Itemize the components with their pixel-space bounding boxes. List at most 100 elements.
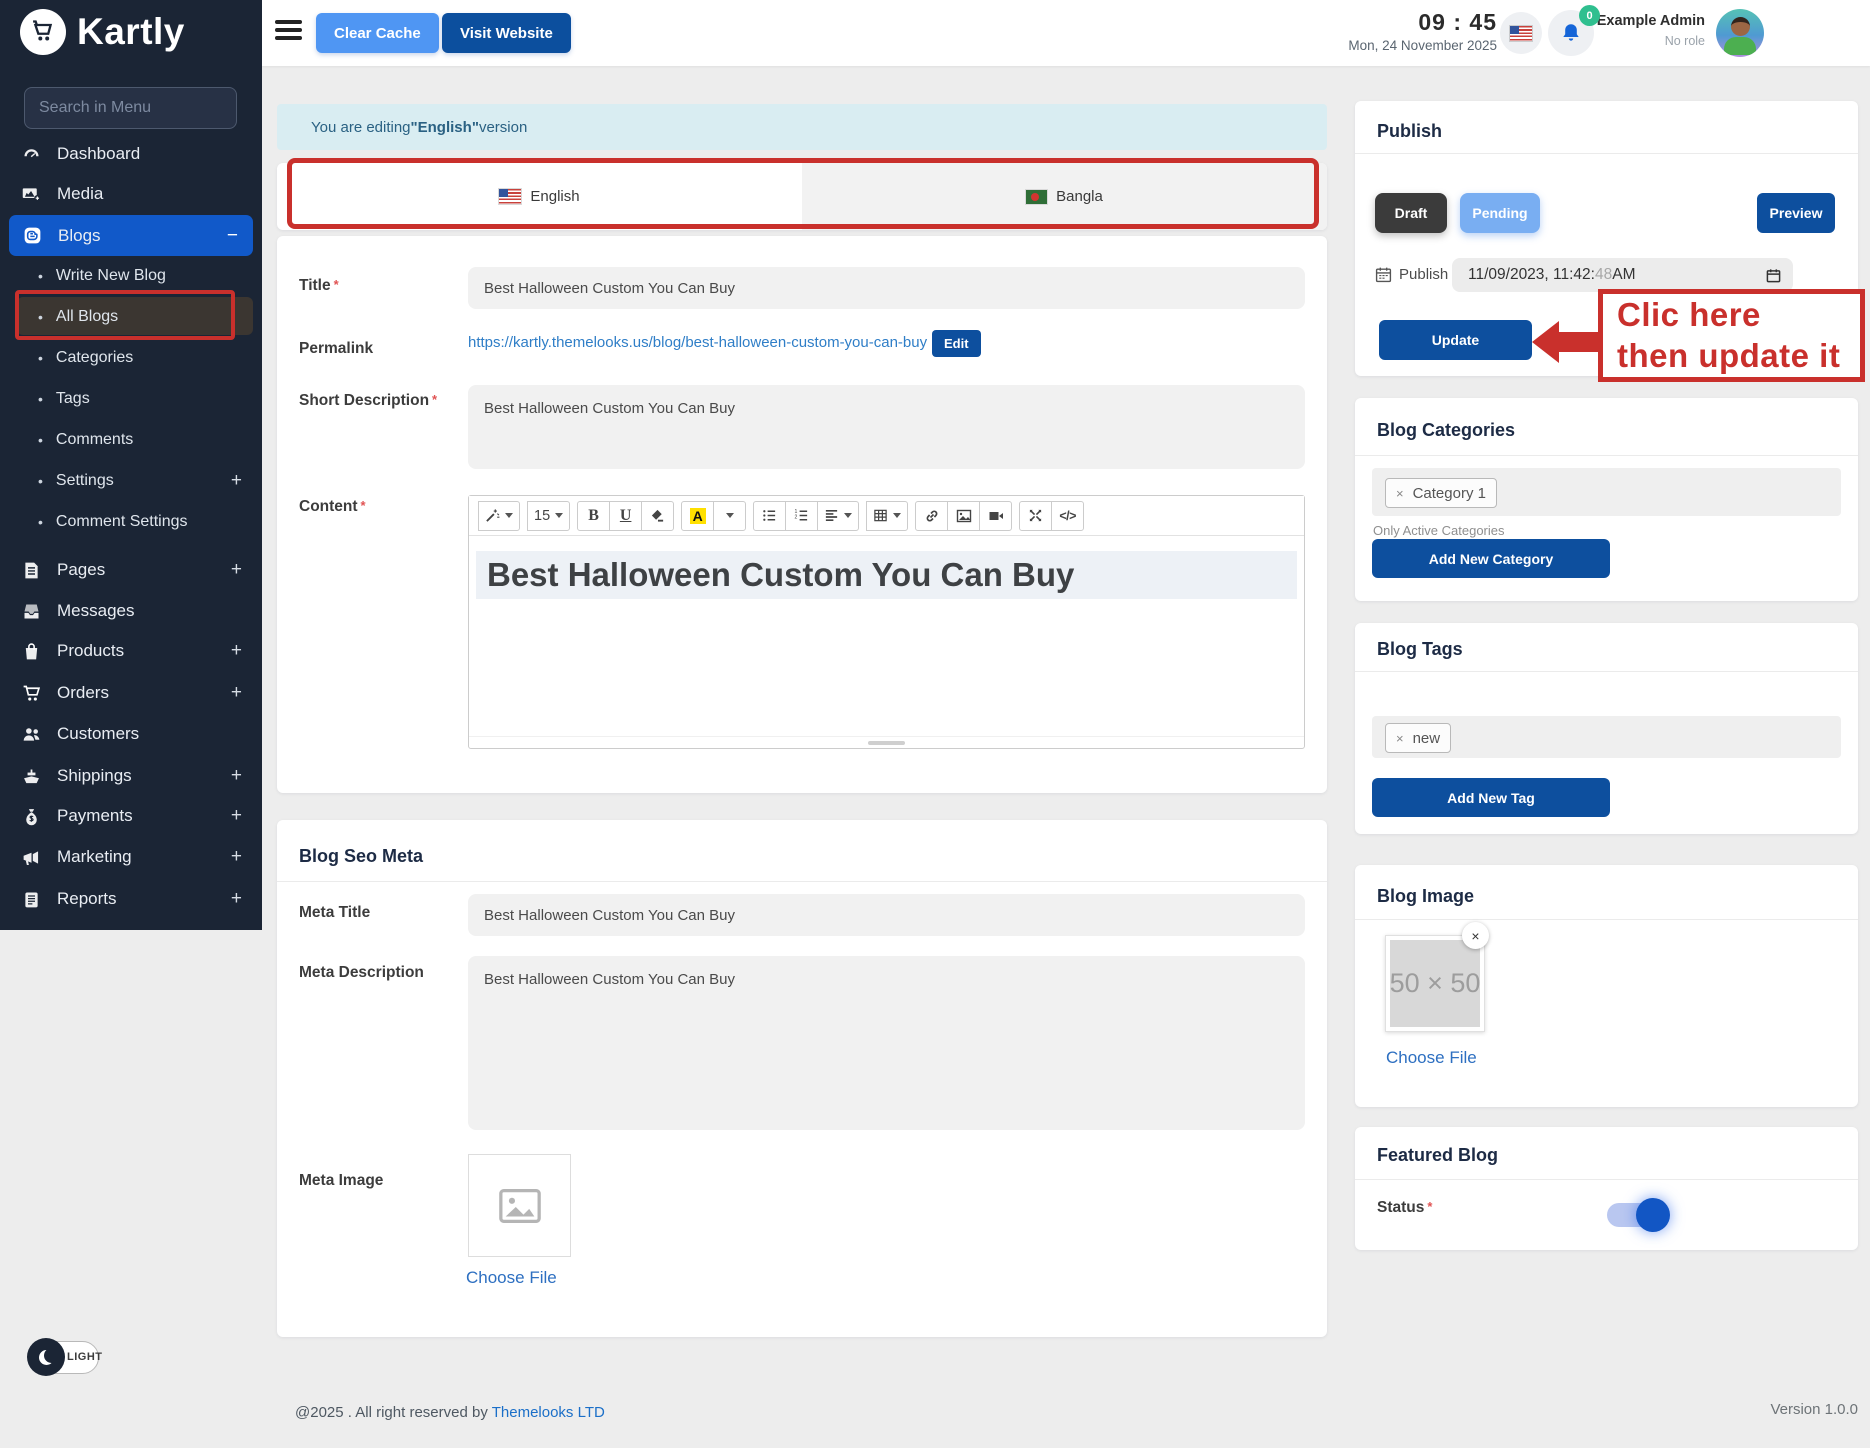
expand-plus-icon[interactable]: + bbox=[230, 805, 242, 826]
clear-cache-button[interactable]: Clear Cache bbox=[316, 13, 439, 53]
blogs-icon bbox=[22, 225, 43, 246]
expand-plus-icon[interactable]: + bbox=[230, 846, 242, 867]
categories-select[interactable]: × Category 1 bbox=[1372, 468, 1841, 516]
sidebar-item-messages[interactable]: Messages bbox=[0, 592, 262, 630]
expand-plus-icon[interactable]: + bbox=[230, 765, 242, 786]
title-input[interactable] bbox=[468, 267, 1305, 309]
short-description-textarea[interactable]: Best Halloween Custom You Can Buy bbox=[468, 385, 1305, 469]
blog-seo-meta-card: Blog Seo Meta Meta Title Meta Descriptio… bbox=[277, 820, 1327, 1337]
expand-plus-icon[interactable]: + bbox=[230, 888, 242, 909]
avatar[interactable] bbox=[1716, 9, 1764, 57]
sidebar-item-media[interactable]: Media bbox=[0, 175, 262, 213]
chip-label: Category 1 bbox=[1412, 484, 1486, 502]
sidebar-item-label: Comment Settings bbox=[55, 513, 188, 530]
remove-chip-icon[interactable]: × bbox=[1396, 730, 1404, 746]
update-button[interactable]: Update bbox=[1379, 320, 1532, 360]
blog-image-choose-file-link[interactable]: Choose File bbox=[1386, 1048, 1477, 1067]
tab-bangla[interactable]: Bangla bbox=[802, 163, 1327, 230]
sidebar-item-products[interactable]: Products + bbox=[0, 632, 262, 670]
permalink-link[interactable]: https://kartly.themelooks.us/blog/best-h… bbox=[468, 334, 928, 351]
theme-toggle[interactable]: LIGHT bbox=[27, 1338, 102, 1376]
image-placeholder-text: 950 × 500 bbox=[1390, 968, 1480, 998]
expand-plus-icon[interactable]: + bbox=[230, 470, 242, 491]
datetime-picker-icon[interactable] bbox=[1766, 268, 1781, 283]
preview-button[interactable]: Preview bbox=[1757, 193, 1835, 233]
sidebar-item-reports[interactable]: Reports + bbox=[0, 880, 262, 918]
style-magic-button[interactable] bbox=[478, 500, 520, 531]
sidebar-item-customers[interactable]: Customers bbox=[0, 715, 262, 753]
meta-title-input[interactable] bbox=[468, 894, 1305, 936]
insert-video-button[interactable] bbox=[979, 500, 1013, 531]
meta-description-textarea[interactable]: Best Halloween Custom You Can Buy bbox=[468, 956, 1305, 1130]
bullet-icon: • bbox=[38, 268, 43, 284]
company-link[interactable]: Themelooks LTD bbox=[491, 1404, 605, 1421]
brand-name: Kartly bbox=[77, 11, 185, 52]
status-toggle[interactable] bbox=[1607, 1198, 1670, 1232]
sidebar-search-input[interactable] bbox=[24, 87, 237, 129]
us-flag-icon bbox=[499, 189, 522, 204]
collapse-minus-icon[interactable]: − bbox=[226, 224, 238, 246]
sidebar-item-shippings[interactable]: Shippings + bbox=[0, 757, 262, 795]
pending-button[interactable]: Pending bbox=[1460, 193, 1540, 233]
sidebar-item-dashboard[interactable]: Dashboard bbox=[0, 135, 262, 173]
expand-plus-icon[interactable]: + bbox=[230, 682, 242, 703]
font-size-dropdown[interactable]: 15 bbox=[527, 500, 571, 531]
editor-resize-bar[interactable] bbox=[469, 736, 1304, 748]
visit-website-button[interactable]: Visit Website bbox=[442, 13, 571, 53]
expand-plus-icon[interactable]: + bbox=[230, 559, 242, 580]
tab-english[interactable]: English bbox=[277, 163, 802, 230]
sidebar-item-all-blogs[interactable]: • All Blogs bbox=[0, 299, 262, 335]
fullscreen-button[interactable] bbox=[1019, 500, 1053, 531]
sidebar-item-pages[interactable]: Pages + bbox=[0, 551, 262, 589]
sidebar-item-blogs[interactable]: Blogs − bbox=[9, 215, 253, 256]
theme-toggle-label: LIGHT bbox=[67, 1351, 103, 1363]
link-button[interactable] bbox=[915, 500, 949, 531]
remove-image-button[interactable]: × bbox=[1462, 922, 1489, 949]
language-flag-button[interactable] bbox=[1500, 12, 1542, 54]
notification-count-badge: 0 bbox=[1579, 5, 1600, 26]
editor-content-area[interactable]: Best Halloween Custom You Can Buy bbox=[469, 536, 1304, 737]
underline-button[interactable]: U bbox=[609, 500, 643, 531]
brand-logo[interactable]: Kartly bbox=[20, 9, 185, 55]
font-color-dropdown[interactable] bbox=[713, 500, 747, 531]
sidebar-item-comments[interactable]: • Comments bbox=[0, 422, 262, 458]
meta-image-choose-file-link[interactable]: Choose File bbox=[466, 1268, 557, 1287]
expand-plus-icon[interactable]: + bbox=[230, 640, 242, 661]
tags-select[interactable]: × new bbox=[1372, 716, 1841, 758]
bold-button[interactable]: B bbox=[577, 500, 611, 531]
sidebar-item-payments[interactable]: Payments + bbox=[0, 797, 262, 835]
add-new-category-button[interactable]: Add New Category bbox=[1372, 539, 1610, 578]
annotation-line2: then update it bbox=[1617, 337, 1841, 374]
sidebar-item-tags[interactable]: • Tags bbox=[0, 381, 262, 417]
table-dropdown[interactable] bbox=[866, 500, 909, 531]
meta-image-label: Meta Image bbox=[299, 1172, 384, 1189]
add-new-tag-button[interactable]: Add New Tag bbox=[1372, 778, 1610, 817]
blog-image-thumbnail[interactable]: 950 × 500 bbox=[1385, 935, 1485, 1032]
insert-image-button[interactable] bbox=[947, 500, 981, 531]
publish-datetime-input[interactable]: 11/09/2023, 11:42: 48 AM bbox=[1452, 258, 1793, 292]
paragraph-align-dropdown[interactable] bbox=[817, 500, 860, 531]
sidebar-item-categories[interactable]: • Categories bbox=[0, 340, 262, 376]
marketing-megaphone-icon bbox=[21, 847, 42, 868]
code-view-button[interactable]: </> bbox=[1051, 500, 1085, 531]
permalink-edit-button[interactable]: Edit bbox=[932, 330, 981, 357]
remove-chip-icon[interactable]: × bbox=[1396, 485, 1404, 501]
hamburger-menu-icon[interactable] bbox=[275, 20, 302, 44]
unordered-list-button[interactable] bbox=[753, 500, 787, 531]
sidebar-item-orders[interactable]: Orders + bbox=[0, 674, 262, 712]
sidebar-item-settings[interactable]: • Settings + bbox=[0, 463, 262, 499]
sidebar-item-write-new-blog[interactable]: • Write New Blog bbox=[0, 258, 262, 294]
payments-money-icon bbox=[21, 806, 42, 827]
draft-button[interactable]: Draft bbox=[1375, 193, 1447, 233]
sidebar-item-comment-settings[interactable]: • Comment Settings bbox=[0, 504, 262, 540]
divider bbox=[1355, 919, 1858, 920]
font-color-button[interactable]: A bbox=[681, 500, 715, 531]
eraser-button[interactable] bbox=[641, 500, 675, 531]
meta-image-box[interactable] bbox=[468, 1154, 571, 1257]
sidebar-item-label: Orders bbox=[57, 683, 109, 702]
content-heading[interactable]: Best Halloween Custom You Can Buy bbox=[476, 551, 1297, 599]
sidebar-item-marketing[interactable]: Marketing + bbox=[0, 838, 262, 876]
toggle-knob bbox=[1636, 1198, 1670, 1232]
